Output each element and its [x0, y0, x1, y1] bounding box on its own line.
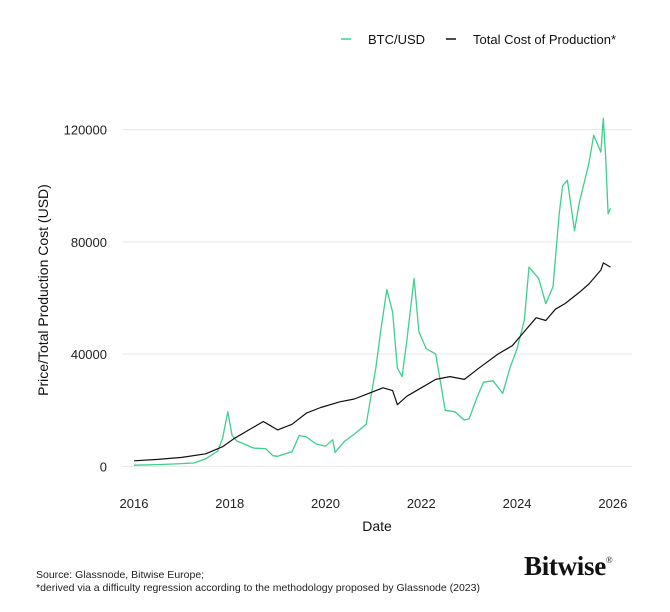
brand-name: Bitwise [524, 551, 606, 581]
x-tick-label: 2024 [503, 496, 532, 511]
series-layer [133, 117, 612, 466]
x-tick-label: 2022 [407, 496, 436, 511]
y-tick-label: 80000 [71, 235, 107, 250]
methodology-note: *derived via a difficulty regression acc… [36, 582, 480, 594]
production-cost-line [133, 262, 611, 462]
bitwise-logo: Bitwise® [524, 551, 613, 582]
legend: BTC/USD Total Cost of Production* [341, 32, 616, 47]
x-tick-label: 2018 [215, 496, 244, 511]
x-tick-label: 2026 [598, 496, 627, 511]
x-tick-label: 2020 [311, 496, 340, 511]
legend-btc-label: BTC/USD [368, 32, 425, 47]
y-tick-label: 40000 [71, 347, 107, 362]
legend-cost-label: Total Cost of Production* [473, 32, 616, 47]
btc-usd-line [133, 117, 612, 466]
y-tick-label: 120000 [64, 123, 107, 138]
y-axis-title: Price/Total Production Cost (USD) [35, 184, 51, 396]
x-axis-ticks: 2016 2018 2020 2022 2024 2026 [120, 496, 628, 511]
grid-lines [122, 129, 632, 467]
y-tick-label: 0 [100, 459, 107, 474]
y-axis-ticks: 0 40000 80000 120000 [64, 123, 107, 475]
x-tick-label: 2016 [120, 496, 149, 511]
x-axis-title: Date [362, 518, 392, 534]
footer-notes: Source: Glassnode, Bitwise Europe; *deri… [36, 569, 480, 595]
source-note: Source: Glassnode, Bitwise Europe; [36, 569, 205, 581]
registered-mark: ® [605, 555, 613, 565]
